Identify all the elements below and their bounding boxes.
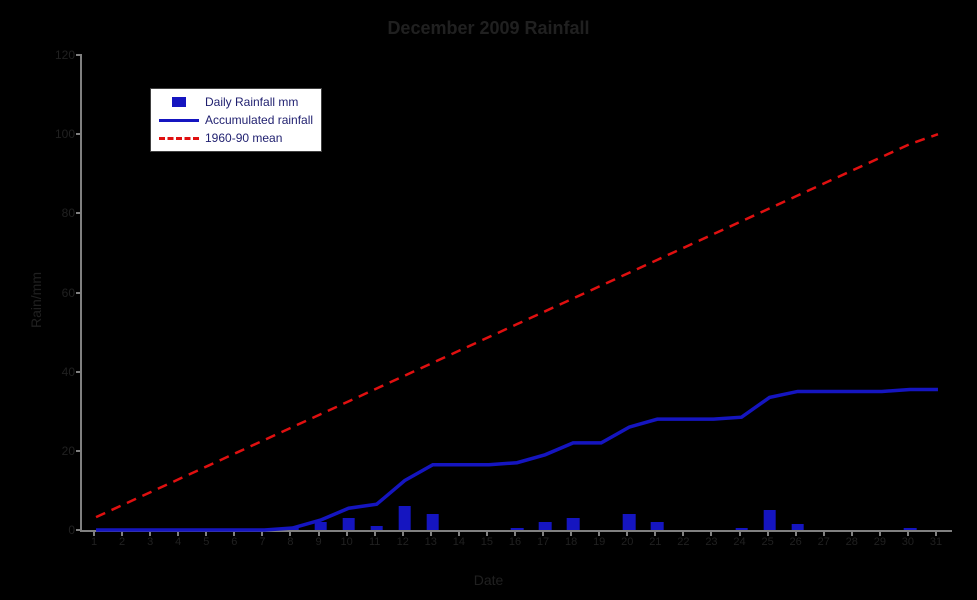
legend-label: Daily Rainfall mm — [205, 95, 298, 109]
xtick-label: 4 — [175, 536, 181, 548]
xtick-label: 20 — [621, 536, 633, 548]
legend-item: Daily Rainfall mm — [159, 93, 313, 111]
xtick-label: 17 — [537, 536, 549, 548]
ytick-label: 60 — [62, 286, 75, 300]
xtick-label: 21 — [649, 536, 661, 548]
xtick-label: 8 — [287, 536, 293, 548]
xtick-label: 11 — [369, 536, 380, 548]
xtick-label: 23 — [705, 536, 717, 548]
xtick-label: 1 — [91, 536, 97, 548]
legend-swatch — [159, 113, 199, 127]
xtick-label: 13 — [425, 536, 437, 548]
chart-title: December 2009 Rainfall — [0, 18, 977, 39]
xtick-label: 16 — [509, 536, 521, 548]
xtick-label: 25 — [761, 536, 773, 548]
xtick-label: 7 — [259, 536, 265, 548]
xtick-label: 5 — [203, 536, 209, 548]
xtick-label: 27 — [818, 536, 830, 548]
xtick-label: 19 — [593, 536, 605, 548]
legend: Daily Rainfall mm Accumulated rainfall 196… — [150, 88, 322, 152]
xtick-label: 30 — [902, 536, 914, 548]
xtick-label: 29 — [874, 536, 886, 548]
ytick-label: 80 — [62, 206, 75, 220]
legend-swatch — [159, 95, 199, 109]
xtick-label: 10 — [340, 536, 352, 548]
xtick-label: 15 — [481, 536, 493, 548]
xtick-label: 9 — [315, 536, 321, 548]
legend-item: 1960-90 mean — [159, 129, 313, 147]
xtick-label: 14 — [453, 536, 465, 548]
x-axis-label: Date — [0, 572, 977, 588]
ytick-label: 40 — [62, 365, 75, 379]
y-axis-label: Rain/mm — [28, 272, 44, 328]
xtick-label: 12 — [397, 536, 409, 548]
ytick-label: 120 — [55, 48, 75, 62]
legend-label: 1960-90 mean — [205, 131, 282, 145]
xtick-label: 26 — [790, 536, 802, 548]
legend-label: Accumulated rainfall — [205, 113, 313, 127]
xtick-label: 18 — [565, 536, 577, 548]
line-1960-90-mean — [96, 134, 938, 517]
xtick-label: 3 — [147, 536, 153, 548]
legend-item: Accumulated rainfall — [159, 111, 313, 129]
legend-swatch — [159, 131, 199, 145]
xtick-label: 22 — [677, 536, 689, 548]
ytick-label: 0 — [68, 523, 75, 537]
xtick-label: 31 — [930, 536, 942, 548]
chart-container: December 2009 Rainfall Rain/mm Date 0 20 4… — [0, 0, 977, 600]
xtick-label: 28 — [846, 536, 858, 548]
xtick-label: 2 — [119, 536, 125, 548]
ytick-label: 20 — [62, 444, 75, 458]
xtick-label: 6 — [231, 536, 237, 548]
xtick-label: 24 — [733, 536, 745, 548]
ytick-label: 100 — [55, 127, 75, 141]
